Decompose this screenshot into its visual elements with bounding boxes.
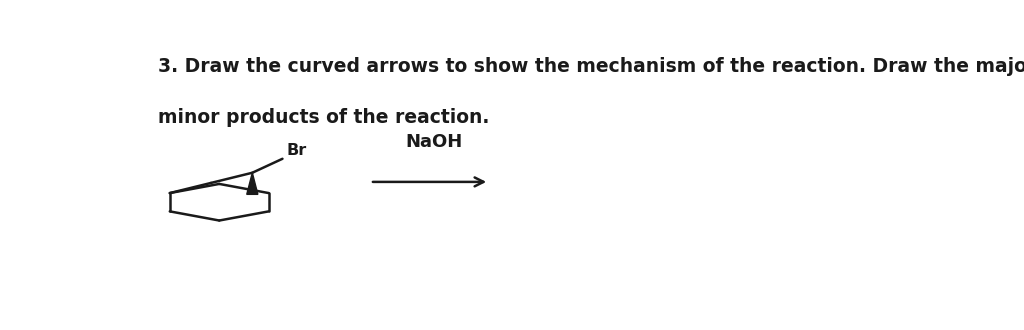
- Text: 3. Draw the curved arrows to show the mechanism of the reaction. Draw the major : 3. Draw the curved arrows to show the me…: [158, 57, 1024, 76]
- Text: Br: Br: [287, 143, 307, 157]
- Text: minor products of the reaction.: minor products of the reaction.: [158, 108, 489, 127]
- Text: NaOH: NaOH: [404, 133, 462, 151]
- Polygon shape: [247, 173, 258, 194]
